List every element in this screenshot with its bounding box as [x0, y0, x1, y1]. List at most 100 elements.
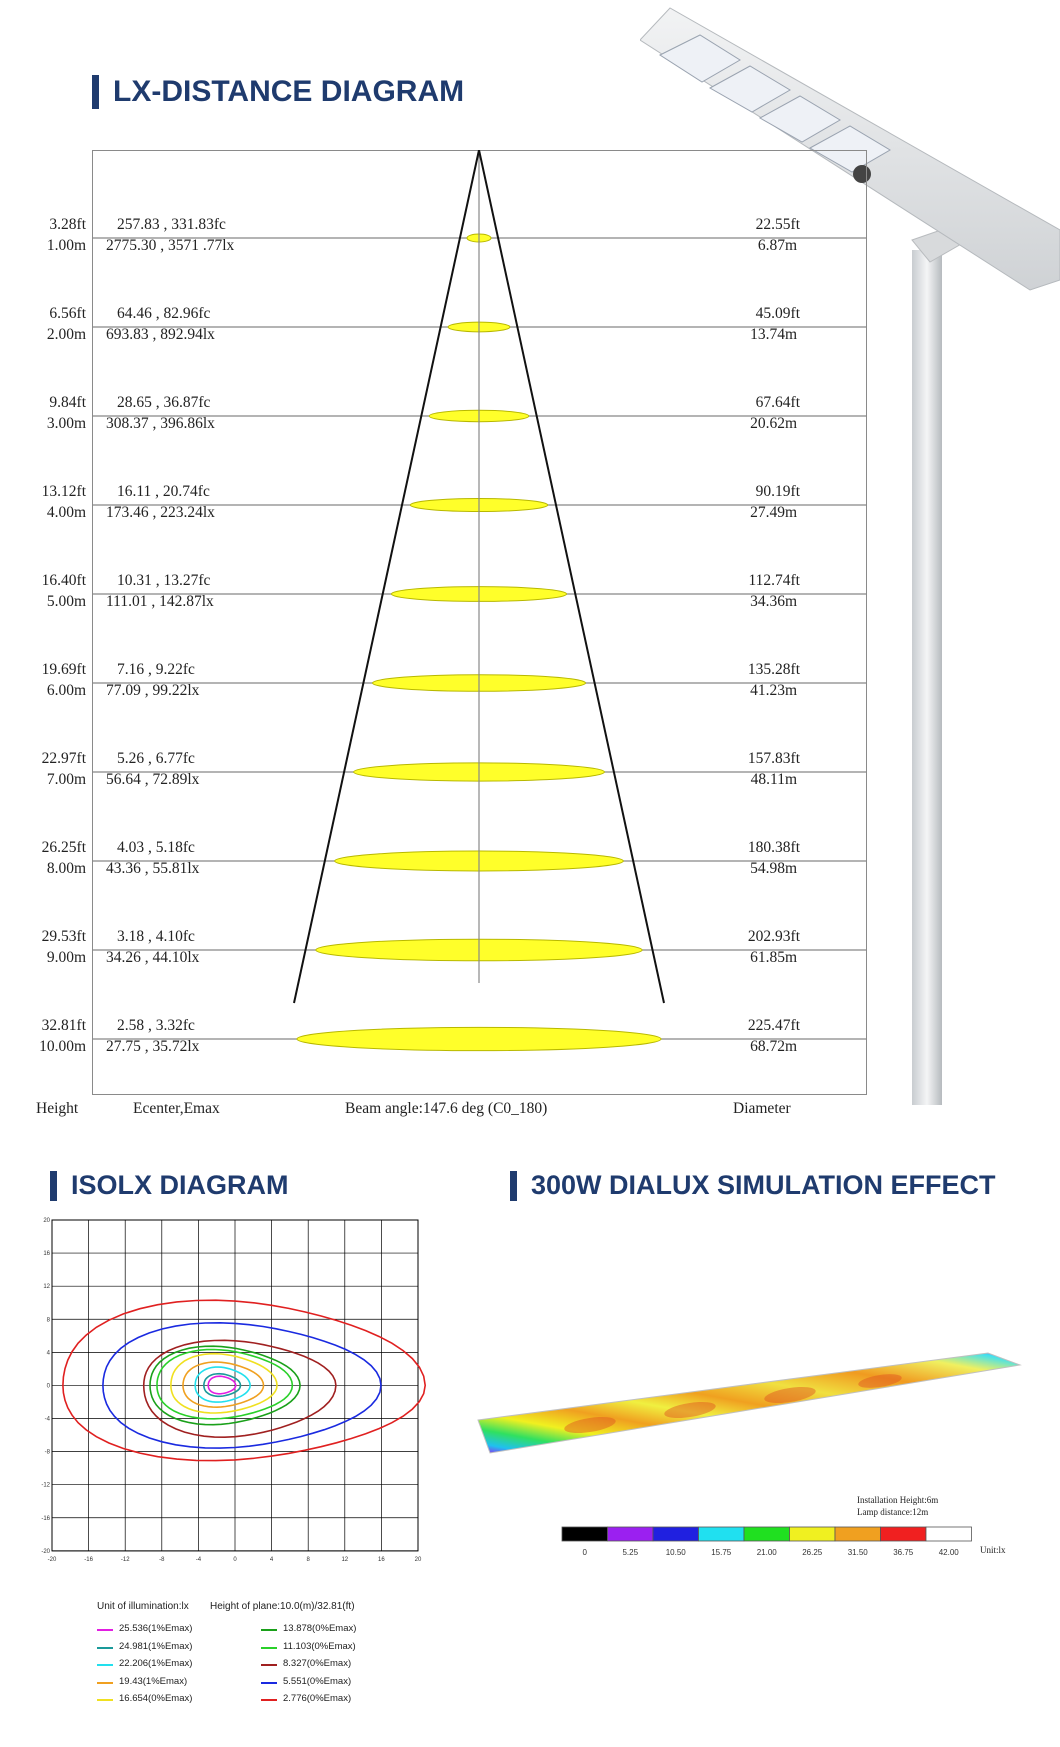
- legend-label: 16.654(0%Emax): [119, 1693, 193, 1704]
- row-diameter-ft: 202.93ft: [747, 928, 800, 945]
- legend-swatch: [97, 1699, 113, 1701]
- row-diameter-ft: 112.74ft: [748, 572, 800, 589]
- row-diameter-ft: 22.55ft: [755, 216, 800, 233]
- scale-swatch: [698, 1526, 745, 1542]
- scale-value-label: 26.25: [802, 1548, 823, 1557]
- x-tick-label: 12: [341, 1557, 348, 1563]
- row-ecenter-fc: 28.65 , 36.87fc: [117, 394, 211, 411]
- x-tick-label: -12: [121, 1557, 130, 1563]
- x-tick-label: -16: [84, 1557, 93, 1563]
- dialux-color-scale: 0 5.25 10.50 15.75 21.00 26.25 31.50 36.75 42.00: [561, 1526, 972, 1557]
- row-height-m: 2.00m: [46, 326, 86, 343]
- isolux-contour: [142, 1339, 337, 1439]
- dialux-lamp-distance: Lamp distance:12m: [857, 1507, 929, 1517]
- legend-label: 11.103(0%Emax): [283, 1640, 356, 1652]
- legend-label: 5.551(0%Emax): [283, 1675, 352, 1687]
- beam-edge-left: [293, 150, 480, 1004]
- legend-swatch: [261, 1699, 277, 1701]
- legend-swatch: [97, 1629, 113, 1631]
- scale-value-label: 42.00: [939, 1548, 960, 1557]
- row-ecenter-lx: 693.83 , 892.94lx: [106, 326, 215, 343]
- isolux-contour: [194, 1366, 251, 1403]
- x-tick-label: 4: [270, 1557, 274, 1563]
- isolux-contour: [102, 1321, 382, 1449]
- row-ecenter-lx: 111.01 , 142.87lx: [106, 593, 214, 610]
- row-height-m: 5.00m: [46, 593, 86, 610]
- footer-diameter: Diameter: [733, 1100, 791, 1117]
- legend-swatch: [261, 1681, 277, 1684]
- dialux-unit-label: Unit:lx: [980, 1545, 1006, 1555]
- isolux-contour: [207, 1375, 237, 1395]
- row-ecenter-fc: 3.18 , 4.10fc: [117, 928, 195, 945]
- row-diameter-m: 41.23m: [750, 682, 797, 699]
- y-tick-label: 0: [47, 1383, 51, 1389]
- row-height-m: 7.00m: [46, 771, 86, 788]
- row-diameter-m: 48.11m: [750, 771, 797, 788]
- row-diameter-m: 27.49m: [750, 504, 797, 521]
- scale-swatch: [652, 1526, 699, 1542]
- row-height-ft: 26.25ft: [41, 839, 86, 856]
- row-height-m: 8.00m: [46, 860, 86, 877]
- lx-panel: [92, 150, 867, 1095]
- row-ecenter-lx: 34.26 , 44.10lx: [106, 949, 200, 966]
- x-tick-label: -4: [196, 1557, 202, 1563]
- row-height-m: 6.00m: [46, 682, 86, 699]
- row-height-ft: 22.97ft: [41, 750, 86, 767]
- row-diameter-ft: 67.64ft: [755, 394, 800, 411]
- row-diameter-ft: 157.83ft: [747, 750, 800, 767]
- row-height-ft: 16.40ft: [41, 572, 86, 589]
- scale-swatch: [561, 1526, 608, 1542]
- row-height-ft: 13.12ft: [41, 483, 86, 500]
- row-diameter-ft: 225.47ft: [747, 1017, 800, 1034]
- row-ecenter-fc: 10.31 , 13.27fc: [117, 572, 211, 589]
- row-diameter-ft: 45.09ft: [755, 305, 800, 322]
- isolux-contour: [62, 1299, 427, 1462]
- dialux-road-simulation: [477, 1352, 1022, 1454]
- legend-swatch: [97, 1646, 113, 1649]
- x-tick-label: -20: [48, 1557, 57, 1563]
- led-modules: [658, 34, 891, 173]
- legend-label: 19.43(1%Emax): [119, 1675, 188, 1687]
- legend-swatch: [97, 1681, 113, 1684]
- row-height-ft: 9.84ft: [49, 394, 86, 411]
- row-height-m: 9.00m: [46, 949, 86, 966]
- row-ecenter-lx: 2775.30 , 3571 .77lx: [106, 237, 235, 254]
- footer-height: Height: [36, 1100, 79, 1117]
- isolux-contour: [182, 1361, 265, 1409]
- row-diameter-m: 34.36m: [750, 593, 797, 610]
- footer-ecenter: Ecenter,Emax: [133, 1100, 220, 1117]
- legend-label: 2.776(0%Emax): [283, 1693, 352, 1704]
- row-ecenter-fc: 4.03 , 5.18fc: [117, 839, 195, 856]
- scale-value-label: 21.00: [757, 1548, 778, 1557]
- lx-cone-diagram: [92, 150, 867, 1052]
- row-ecenter-lx: 43.36 , 55.81lx: [106, 860, 200, 877]
- row-diameter-m: 61.85m: [750, 949, 797, 966]
- y-tick-label: -20: [41, 1549, 50, 1555]
- row-height-ft: 29.53ft: [41, 928, 86, 945]
- scale-value-label: 31.50: [848, 1548, 869, 1557]
- row-diameter-m: 68.72m: [750, 1038, 797, 1055]
- isolx-unit-label: Unit of illumination:lx: [97, 1601, 189, 1612]
- x-tick-label: 8: [307, 1557, 311, 1563]
- y-tick-label: 12: [43, 1284, 50, 1290]
- x-tick-label: 16: [378, 1557, 385, 1563]
- row-height-ft: 3.28ft: [49, 216, 86, 233]
- row-ecenter-lx: 77.09 , 99.22lx: [106, 682, 200, 699]
- row-ecenter-fc: 5.26 , 6.77fc: [117, 750, 195, 767]
- row-ecenter-lx: 308.37 , 396.86lx: [106, 415, 215, 432]
- street-lamp-image: [640, 7, 1060, 1105]
- row-diameter-m: 13.74m: [750, 326, 797, 343]
- y-tick-label: -8: [45, 1450, 51, 1456]
- legend-swatch: [261, 1646, 277, 1649]
- beam-edge-right: [478, 150, 665, 1004]
- scale-swatch: [834, 1526, 881, 1542]
- row-ecenter-lx: 56.64 , 72.89lx: [106, 771, 200, 788]
- light-spot-ellipse: [296, 1026, 662, 1052]
- scale-value-label: 0: [583, 1548, 588, 1557]
- row-ecenter-lx: 27.75 , 35.72lx: [106, 1038, 200, 1055]
- row-ecenter-fc: 64.46 , 82.96fc: [117, 305, 211, 322]
- y-tick-label: 8: [47, 1317, 51, 1323]
- row-ecenter-fc: 257.83 , 331.83fc: [117, 216, 226, 233]
- x-tick-label: 0: [233, 1557, 237, 1563]
- isolx-chart: -20 20 -16 16 -12 12 -8 8 -4 4 0 0 4 -4 8 -8 12 -12 16 -16 2…: [41, 1218, 427, 1563]
